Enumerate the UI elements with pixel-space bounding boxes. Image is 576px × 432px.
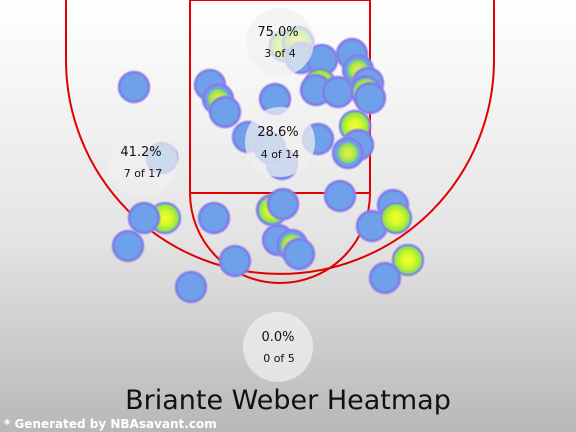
zone-pct: 0.0% (261, 330, 294, 345)
zone-count: 7 of 17 (124, 167, 163, 180)
shot-marker (117, 70, 151, 104)
shot-marker (282, 237, 316, 271)
shot-marker (218, 244, 252, 278)
zone-pct: 41.2% (120, 145, 161, 160)
shot-marker (323, 179, 357, 213)
zone-pct: 28.6% (257, 125, 298, 140)
footer-credit: * Generated by NBAsavant.com (4, 417, 217, 431)
zone-three-point: 0.0% 0 of 5 (243, 312, 313, 382)
shot-marker (174, 270, 208, 304)
chart-title: Briante Weber Heatmap (125, 385, 451, 416)
zone-upper-paint: 75.0% 3 of 4 (246, 8, 314, 76)
shot-marker (331, 136, 365, 170)
shot-marker (111, 229, 145, 263)
shot-marker (368, 261, 402, 295)
zone-paint: 28.6% 4 of 14 (245, 107, 315, 177)
zone-left-midrange: 41.2% 7 of 17 (108, 127, 178, 197)
shot-marker (266, 187, 300, 221)
shot-marker (379, 201, 413, 235)
zone-count: 0 of 5 (263, 352, 295, 365)
zone-pct: 75.0% (257, 25, 298, 40)
zone-count: 3 of 4 (264, 47, 296, 60)
shot-marker (197, 201, 231, 235)
zone-count: 4 of 14 (261, 148, 300, 161)
shot-marker (208, 95, 242, 129)
